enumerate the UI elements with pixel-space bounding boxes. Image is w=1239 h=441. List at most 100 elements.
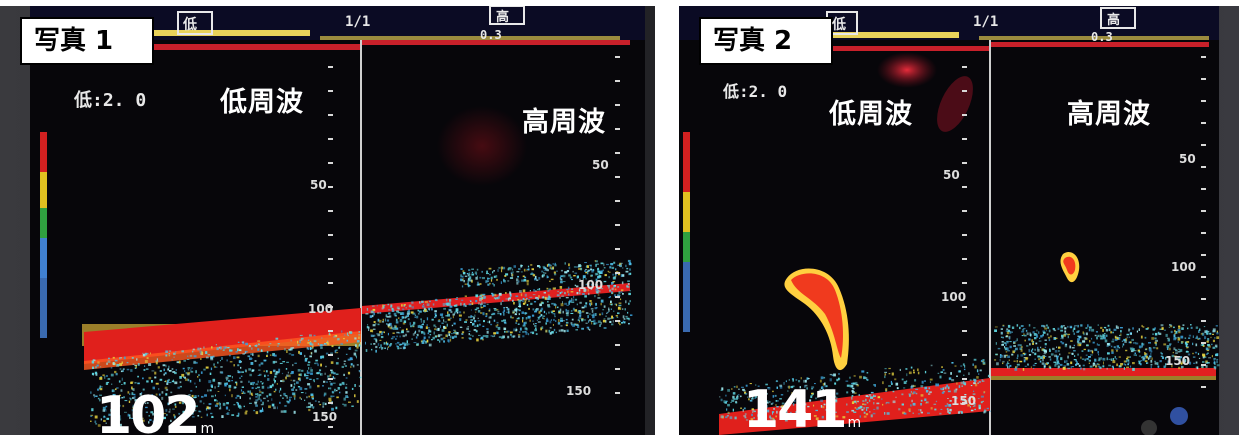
echo-speckle <box>281 372 284 375</box>
echo-speckle <box>1126 366 1129 368</box>
echo-speckle <box>801 409 804 412</box>
echo-speckle <box>1023 353 1026 356</box>
echo-speckle <box>387 342 389 346</box>
echo-speckle <box>439 313 442 316</box>
high-freq-indicator <box>1100 7 1136 29</box>
echo-speckle <box>331 390 334 393</box>
echo-speckle <box>511 275 513 279</box>
echo-speckle <box>515 322 517 324</box>
echo-speckle <box>1081 350 1084 352</box>
echo-speckle <box>978 406 981 410</box>
echo-speckle <box>1077 324 1079 328</box>
echo-speckle <box>629 300 631 303</box>
echo-speckle <box>398 317 400 319</box>
echo-speckle <box>723 400 726 403</box>
echo-speckle <box>391 307 394 310</box>
echo-speckle <box>1116 349 1118 352</box>
echo-speckle <box>318 401 320 403</box>
echo-speckle <box>1003 354 1007 358</box>
echo-speckle <box>291 371 294 374</box>
scale-label-left-150: 150 <box>951 394 977 408</box>
echo-speckle <box>1069 345 1072 349</box>
echo-speckle <box>461 337 464 339</box>
echo-speckle <box>1125 349 1128 352</box>
echo-speckle <box>225 406 229 410</box>
echo-speckle <box>224 383 227 387</box>
echo-speckle <box>1172 351 1174 354</box>
echo-speckle <box>306 370 309 373</box>
echo-speckle <box>822 389 824 392</box>
echo-speckle <box>973 403 976 405</box>
echo-speckle <box>546 317 548 320</box>
echo-speckle <box>854 407 857 409</box>
echo-speckle <box>1185 351 1189 353</box>
echo-speckle <box>291 347 295 349</box>
echo-speckle <box>803 412 806 414</box>
echo-speckle <box>239 377 241 379</box>
echo-speckle <box>946 408 949 410</box>
echo-speckle <box>560 280 563 284</box>
echo-speckle <box>968 372 970 375</box>
echo-speckle <box>1106 345 1109 347</box>
echo-speckle <box>572 324 575 327</box>
echo-speckle <box>1017 354 1019 358</box>
echo-speckle <box>233 404 236 406</box>
echo-speckle <box>606 263 609 266</box>
echo-speckle <box>467 326 470 328</box>
echo-speckle <box>390 306 392 308</box>
echo-speckle <box>566 304 569 306</box>
bezel-button[interactable] <box>1141 420 1157 435</box>
echo-speckle <box>379 339 382 341</box>
echo-speckle <box>593 319 596 323</box>
echo-speckle <box>1160 351 1162 354</box>
echo-speckle <box>1195 326 1199 329</box>
echo-speckle <box>356 340 360 343</box>
echo-speckle <box>1082 331 1084 334</box>
echo-speckle <box>610 303 613 306</box>
echo-speckle <box>811 392 814 395</box>
echo-speckle <box>392 336 396 338</box>
echo-speckle <box>121 384 123 385</box>
echo-speckle <box>231 414 235 416</box>
echo-speckle <box>451 324 454 327</box>
echo-speckle <box>310 369 313 372</box>
echo-speckle <box>568 302 570 305</box>
echo-speckle <box>391 309 395 312</box>
echo-speckle <box>494 293 497 297</box>
echo-speckle <box>1175 352 1178 354</box>
echo-speckle <box>615 315 618 317</box>
echo-speckle <box>418 313 420 315</box>
echo-speckle <box>587 265 589 268</box>
echo-speckle <box>576 285 579 288</box>
echo-speckle <box>241 341 244 343</box>
echo-speckle <box>421 331 425 333</box>
echo-speckle <box>421 300 424 303</box>
echo-speckle <box>260 362 264 365</box>
echo-speckle <box>1089 326 1092 329</box>
echo-speckle <box>515 328 518 331</box>
bezel-button[interactable] <box>1170 407 1188 425</box>
echo-speckle <box>168 411 171 413</box>
echo-speckle <box>621 281 624 285</box>
echo-speckle <box>995 342 997 345</box>
echo-speckle <box>347 335 349 337</box>
echo-speckle <box>1007 324 1011 328</box>
echo-speckle <box>1147 327 1150 329</box>
echo-speckle <box>1205 360 1208 364</box>
echo-speckle <box>402 308 405 311</box>
echo-speckle <box>825 385 828 387</box>
echo-speckle <box>408 311 411 314</box>
echo-speckle <box>345 377 348 379</box>
echo-speckle <box>332 376 334 379</box>
echo-speckle <box>399 343 403 346</box>
echo-speckle <box>1071 352 1074 355</box>
echo-speckle <box>432 303 435 306</box>
scale-label-right-50: 50 <box>1179 152 1196 166</box>
depth-readout: 102 m <box>96 386 214 435</box>
echo-speckle <box>1108 364 1111 367</box>
echo-speckle <box>1080 356 1082 359</box>
echo-speckle <box>539 309 543 312</box>
echo-speckle <box>116 387 119 389</box>
echo-speckle <box>280 410 284 413</box>
echo-speckle <box>1158 332 1162 335</box>
